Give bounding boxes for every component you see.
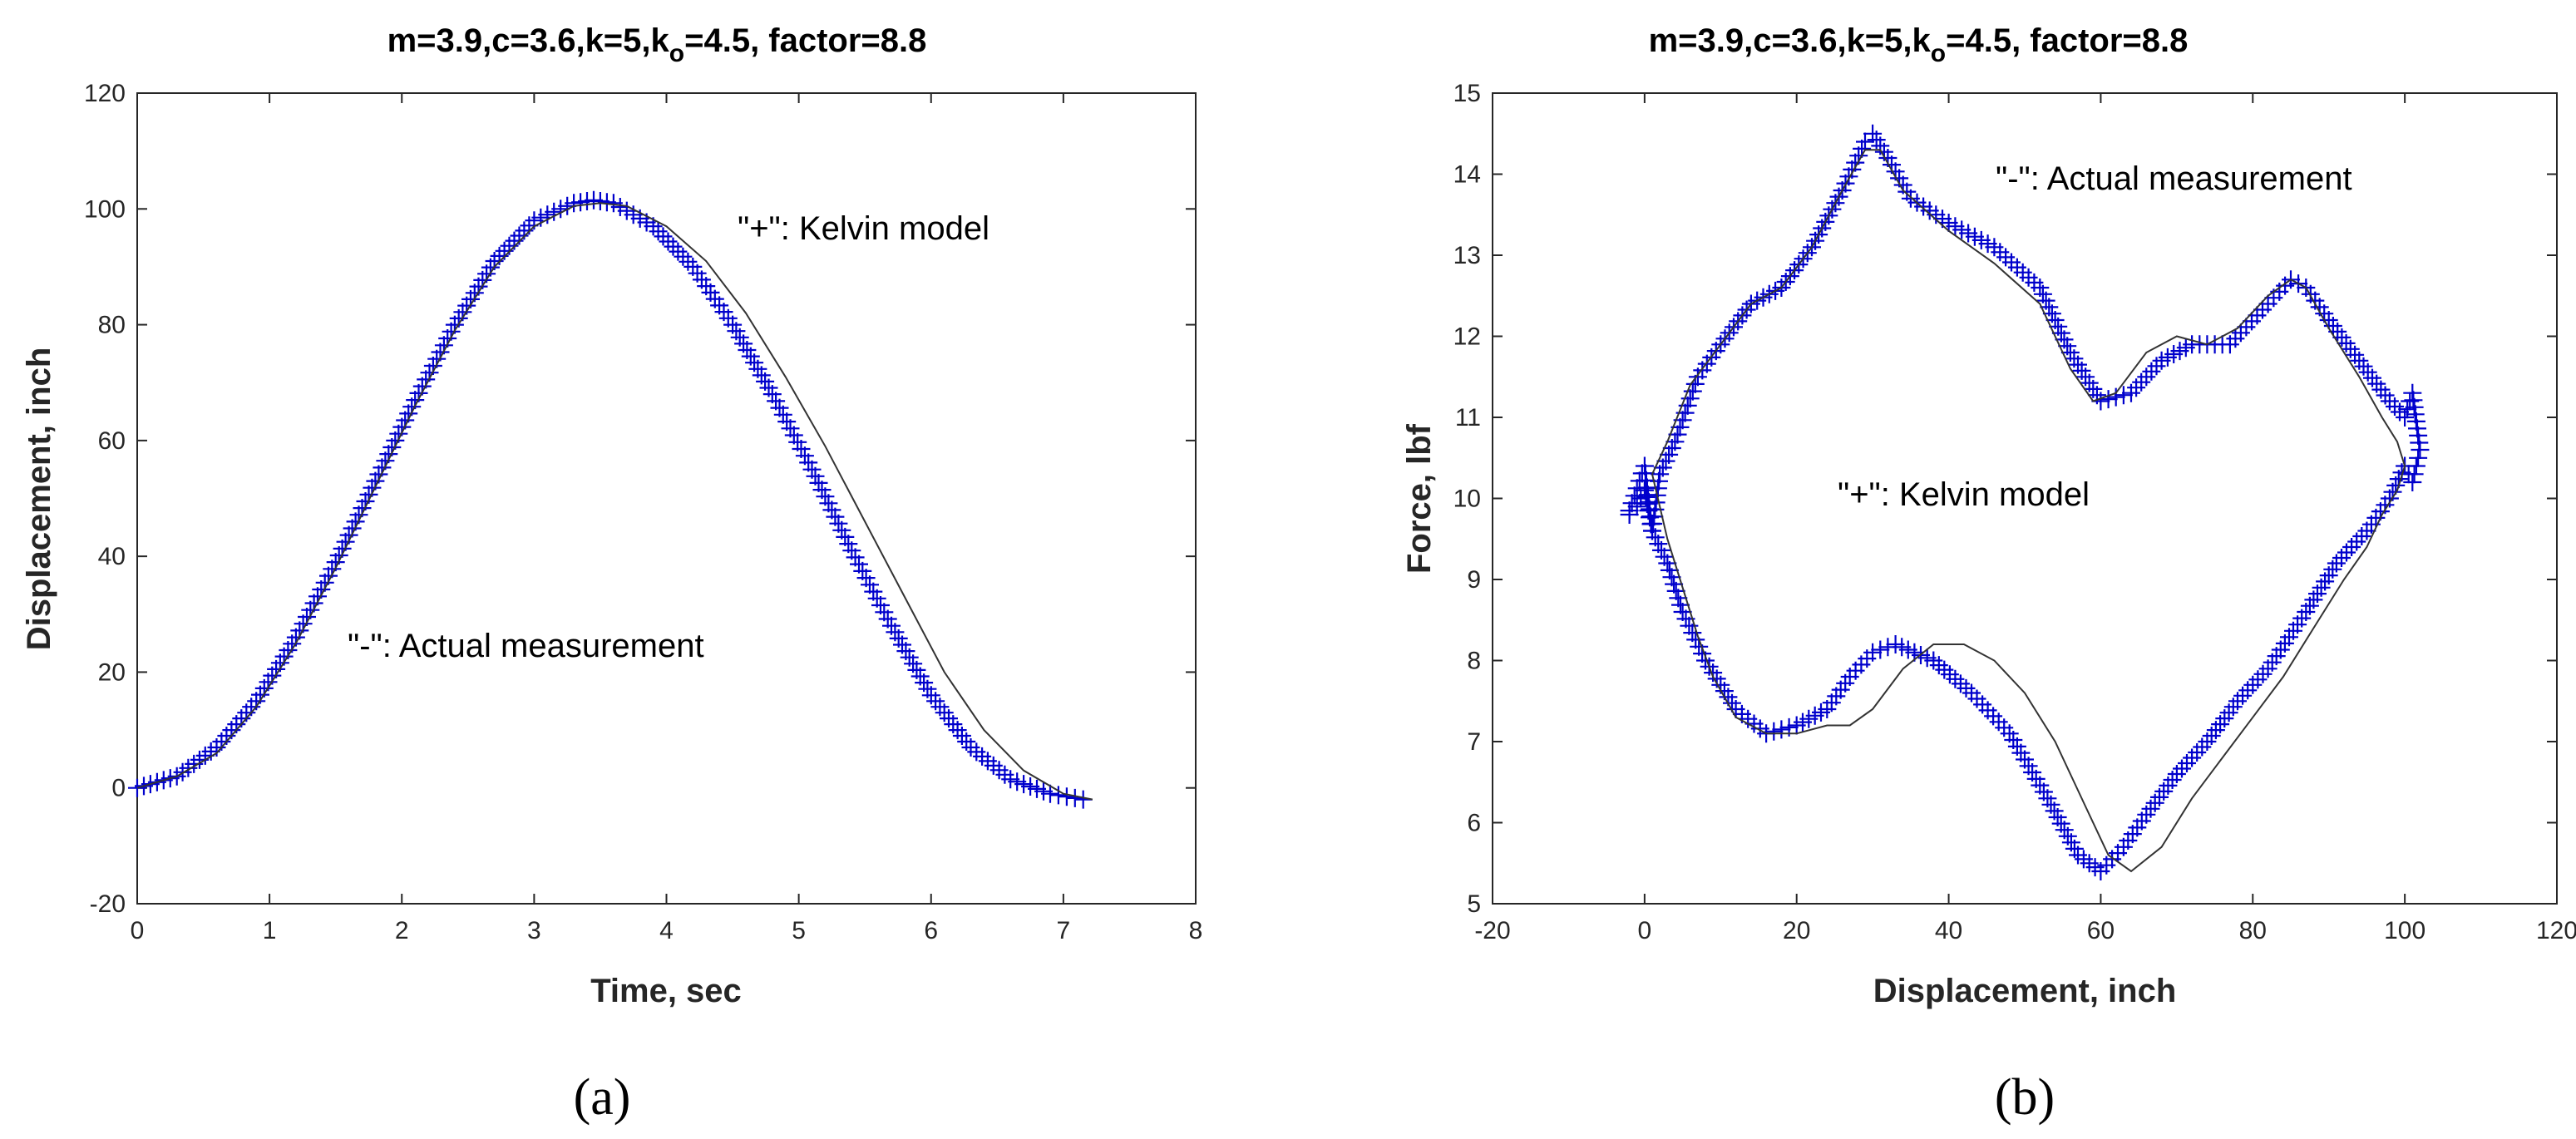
chart-b-annotation-actual: "-": Actual measurement xyxy=(1996,160,2352,197)
chart-b-xlabel: Displacement, inch xyxy=(1873,973,2177,1009)
chart-b-kelvin-point xyxy=(1668,425,1687,444)
chart-b-ytick-label: 7 xyxy=(1467,728,1481,756)
chart-a-series-actual-line xyxy=(136,202,1093,801)
chart-b-series xyxy=(1620,124,2430,880)
chart-b-ytick-label: 10 xyxy=(1453,486,1481,513)
chart-b-kelvin-point xyxy=(2403,473,2422,491)
chart-b-ticks: -20 0 20 40 60 80 100 120 5 6 7 8 9 10 11 12 13 14 15 xyxy=(1453,80,2576,944)
chart-a-kelvin-point xyxy=(1041,784,1059,803)
chart-b-ytick-label: 15 xyxy=(1453,80,1481,107)
chart-b-kelvin-point xyxy=(1627,497,1646,516)
chart-b-kelvin-point xyxy=(1856,132,1874,151)
chart-b-annotation-kelvin: "+": Kelvin model xyxy=(1838,476,2090,513)
chart-b-kelvin-point xyxy=(1683,382,1702,401)
chart-a-xtick-label: 6 xyxy=(924,917,938,944)
chart-a-title: m=3.9,c=3.6,k=5,ko=4.5, factor=8.8 xyxy=(387,22,927,67)
chart-b-kelvin-point xyxy=(1787,716,1806,735)
chart-a-ytick-label: 100 xyxy=(84,195,126,223)
chart-b-kelvin-point xyxy=(2106,387,2125,407)
chart-a-xtick-label: 0 xyxy=(131,917,145,944)
chart-a-xtick-label: 3 xyxy=(527,917,541,944)
chart-a-kelvin-point xyxy=(669,242,688,261)
chart-b-xtick-label: -20 xyxy=(1474,917,1510,944)
chart-a-kelvin-point xyxy=(664,237,683,256)
chart-b-kelvin-point xyxy=(1878,638,1897,657)
chart-b-kelvin-point xyxy=(2409,448,2428,467)
chart-b-kelvin-point xyxy=(1886,635,1905,653)
chart-b-kelvin-point xyxy=(2099,390,2118,409)
chart-b-xtick-label: 0 xyxy=(1638,917,1652,944)
chart-b-kelvin-point xyxy=(2409,426,2428,445)
chart-a-xlabel: Time, sec xyxy=(590,973,742,1009)
chart-a-ylabel: Displacement, inch xyxy=(21,348,57,651)
chart-b-title-rest: =4.5, factor=8.8 xyxy=(1946,22,2188,59)
chart-a-xtick-label: 2 xyxy=(395,917,409,944)
chart-a: m=3.9,c=3.6,k=5,ko=4.5, factor=8.8 0 1 2 3 4… xyxy=(21,22,1202,1126)
chart-a-kelvin-point xyxy=(659,232,678,251)
chart-a-ytick-label: 40 xyxy=(98,543,126,570)
chart-a-title-main: m=3.9,c=3.6,k=5,k xyxy=(387,22,670,59)
chart-b-ytick-label: 11 xyxy=(1455,404,1481,431)
chart-b-xtick-label: 120 xyxy=(2536,917,2576,944)
chart-b-ylabel: Force, lbf xyxy=(1401,423,1438,574)
chart-b-ytick-label: 14 xyxy=(1453,161,1481,189)
chart-a-plot-area xyxy=(136,92,1197,905)
chart-b-kelvin-point xyxy=(2396,408,2415,427)
panel-label-a: (a) xyxy=(574,1069,631,1126)
chart-b-ytick-label: 9 xyxy=(1467,566,1481,594)
chart-a-xtick-label: 4 xyxy=(659,917,674,944)
chart-b-kelvin-point xyxy=(2404,391,2423,410)
chart-b-ytick-label: 5 xyxy=(1467,890,1481,918)
chart-b-kelvin-point xyxy=(1764,722,1784,741)
chart-a-ytick-label: 80 xyxy=(98,312,126,339)
chart-b-xtick-label: 80 xyxy=(2239,917,2267,944)
chart-a-ytick-label: 0 xyxy=(111,775,126,802)
chart-a-title-sub: o xyxy=(669,40,684,67)
chart-a-series xyxy=(128,190,1093,809)
chart-b-kelvin-point xyxy=(1631,489,1651,508)
panel-label-b: (b) xyxy=(1995,1069,2055,1126)
chart-b-xtick-label: 20 xyxy=(1783,917,1810,944)
chart-a-kelvin-point xyxy=(649,222,668,241)
chart-b-ytick-label: 13 xyxy=(1453,242,1481,269)
chart-b-ytick-label: 12 xyxy=(1453,323,1481,351)
chart-a-kelvin-point xyxy=(1049,786,1068,805)
chart-b-kelvin-point xyxy=(1635,481,1654,500)
chart-b-kelvin-point xyxy=(1772,720,1791,739)
chart-a-kelvin-point xyxy=(1057,787,1076,806)
chart-a-ytick-label: 20 xyxy=(98,658,126,686)
chart-b-kelvin-point xyxy=(2411,441,2430,459)
chart-b-xtick-label: 100 xyxy=(2384,917,2425,944)
chart-a-annotation-kelvin: "+": Kelvin model xyxy=(738,210,989,247)
chart-b: m=3.9,c=3.6,k=5,ko=4.5, factor=8.8 -20 0 2… xyxy=(1401,22,2576,1126)
chart-b-kelvin-point xyxy=(1666,432,1685,451)
chart-b-kelvin-point xyxy=(2406,405,2425,424)
chart-b-series-kelvin-markers xyxy=(1620,124,2430,880)
chart-a-ytick-label: -20 xyxy=(90,890,126,918)
chart-b-ytick-label: 6 xyxy=(1467,810,1481,837)
chart-b-ytick-label: 8 xyxy=(1467,648,1481,675)
chart-a-annotation-actual: "-": Actual measurement xyxy=(348,628,704,664)
chart-b-title-main: m=3.9,c=3.6,k=5,k xyxy=(1649,22,1932,59)
chart-a-kelvin-point xyxy=(674,247,693,266)
chart-a-xtick-label: 7 xyxy=(1057,917,1071,944)
chart-b-series-actual-line xyxy=(1651,149,2406,873)
chart-a-xtick-label: 5 xyxy=(792,917,806,944)
chart-b-kelvin-point xyxy=(2114,386,2133,405)
chart-b-title: m=3.9,c=3.6,k=5,ko=4.5, factor=8.8 xyxy=(1649,22,2189,67)
chart-a-xtick-label: 1 xyxy=(263,917,277,944)
chart-a-ytick-label: 120 xyxy=(84,80,126,107)
chart-b-xtick-label: 40 xyxy=(1935,917,1962,944)
chart-b-kelvin-point xyxy=(1871,640,1890,659)
chart-b-kelvin-point xyxy=(1620,505,1639,524)
chart-a-xtick-label: 8 xyxy=(1189,917,1203,944)
chart-a-kelvin-point xyxy=(679,252,698,271)
chart-a-ytick-label: 60 xyxy=(98,427,126,455)
chart-b-title-sub: o xyxy=(1931,40,1946,67)
chart-a-kelvin-point xyxy=(654,227,673,246)
chart-b-xtick-label: 60 xyxy=(2087,917,2115,944)
chart-a-title-rest: =4.5, factor=8.8 xyxy=(684,22,926,59)
